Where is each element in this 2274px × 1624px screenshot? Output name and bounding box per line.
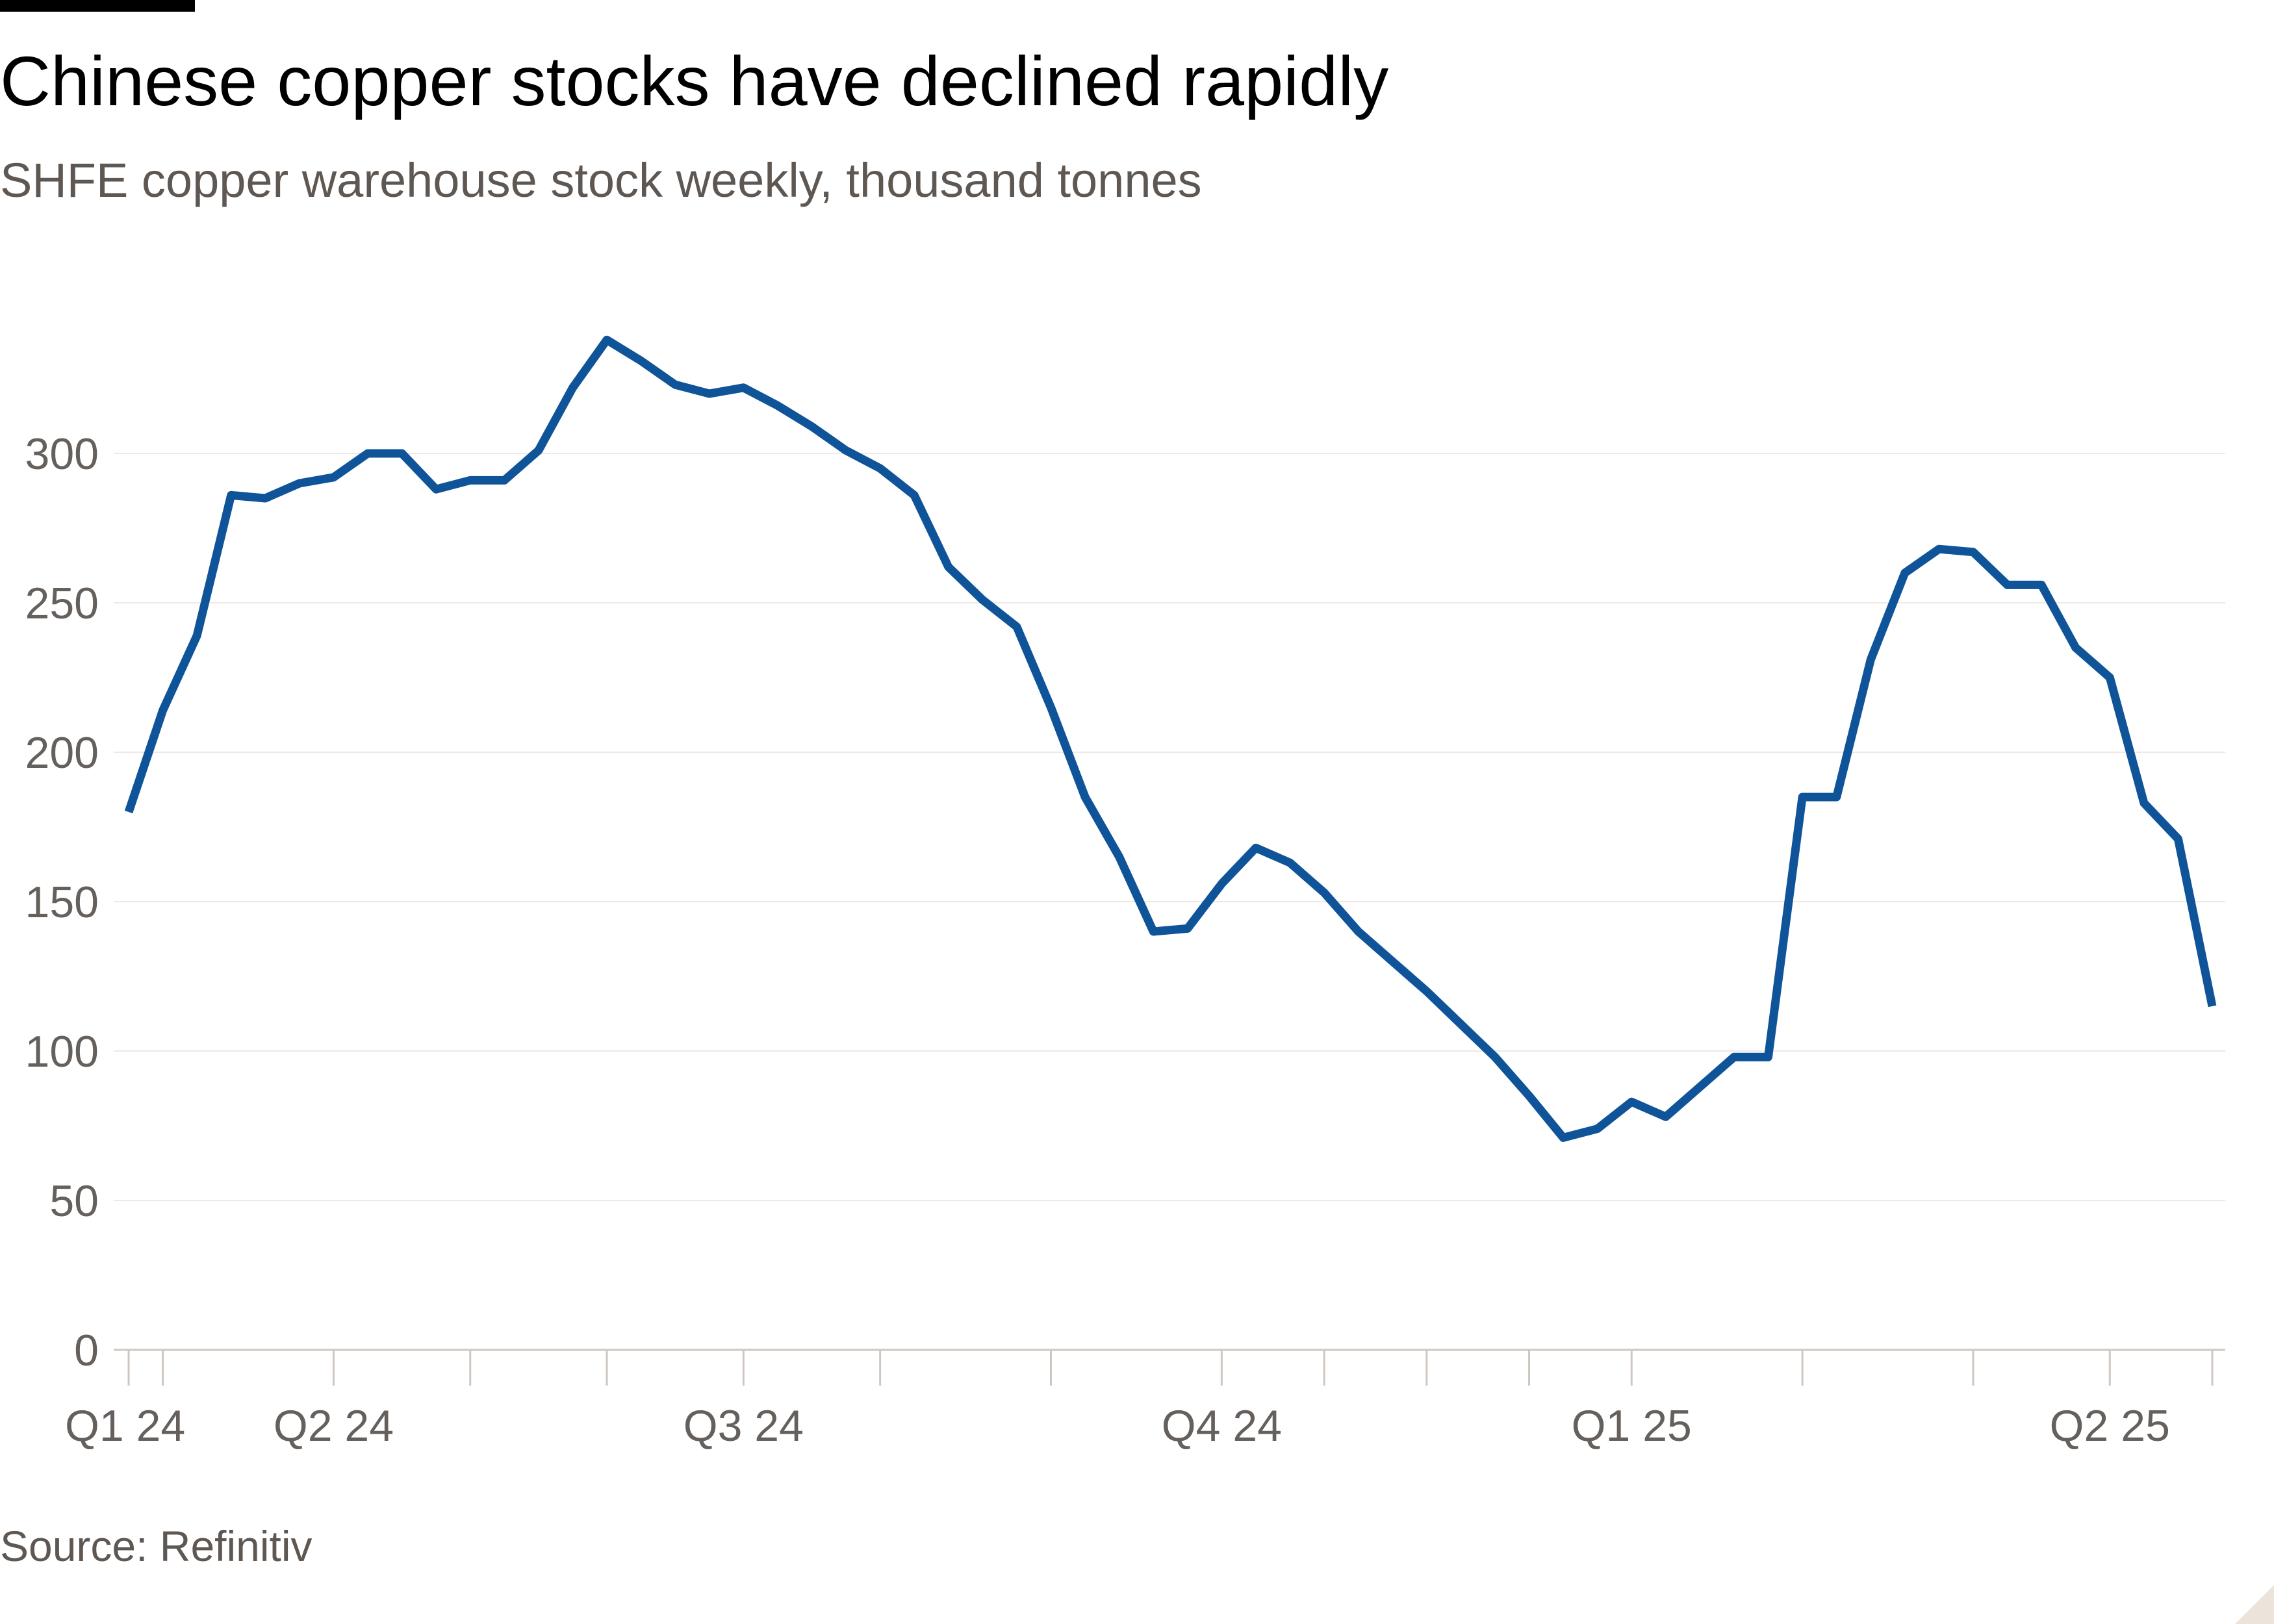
y-tick-label-200: 200 bbox=[25, 728, 99, 778]
x-tick-label: Q4 24 bbox=[1162, 1401, 1282, 1451]
x-axis-ticks bbox=[127, 1350, 2214, 1386]
x-tick-label: Q3 24 bbox=[683, 1401, 804, 1451]
y-axis-labels: 0 50 100 150 200 250 300 bbox=[25, 429, 99, 1375]
series-line bbox=[124, 335, 2217, 1142]
gridlines bbox=[114, 453, 2225, 1201]
x-tick-label: Q1 25 bbox=[1572, 1401, 1692, 1451]
y-tick-label-0: 0 bbox=[74, 1326, 99, 1375]
y-tick-label-150: 150 bbox=[25, 878, 99, 927]
corner-fold bbox=[2235, 1585, 2274, 1624]
chart-title: Chinese copper stocks have declined rapi… bbox=[0, 42, 1389, 120]
brand-bar bbox=[0, 0, 195, 12]
chart-subtitle: SHFE copper warehouse stock weekly, thou… bbox=[0, 153, 1202, 207]
y-tick-label-100: 100 bbox=[25, 1027, 99, 1076]
series-group bbox=[124, 335, 2217, 1142]
y-tick-label-300: 300 bbox=[25, 429, 99, 479]
x-tick-label: Q1 24 bbox=[65, 1401, 185, 1451]
y-tick-label-250: 250 bbox=[25, 579, 99, 628]
x-axis-labels: Q1 24 Q2 24 Q3 24 Q4 24 Q1 25 Q2 25 bbox=[65, 1401, 2170, 1451]
x-tick-label: Q2 24 bbox=[274, 1401, 394, 1451]
x-tick-label: Q2 25 bbox=[2050, 1401, 2170, 1451]
y-tick-label-50: 50 bbox=[49, 1176, 99, 1226]
source-note: Source: Refinitiv bbox=[0, 1522, 313, 1570]
